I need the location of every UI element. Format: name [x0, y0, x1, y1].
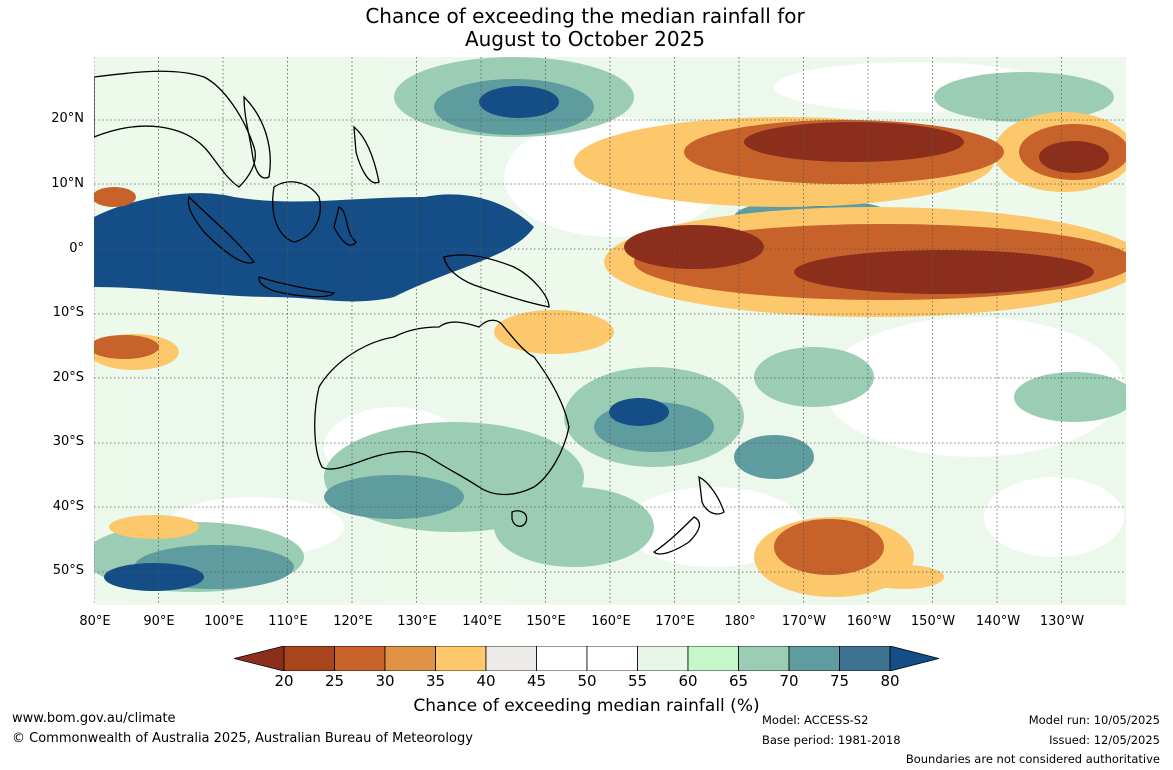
colorbar-swatch	[435, 646, 487, 671]
colorbar-tick-label: 70	[779, 672, 799, 690]
lon-label-100e: 100°E	[204, 614, 244, 629]
lon-label-130w: 130°W	[1039, 614, 1085, 629]
colorbar-tick-label: 35	[425, 672, 446, 690]
australia-outline	[314, 319, 570, 496]
colorbar-tick-label: 50	[577, 672, 597, 690]
title-line-1: Chance of exceeding the median rainfall …	[365, 4, 805, 28]
colorbar-tick-label: 75	[829, 672, 850, 690]
colorbar-tick-label: 45	[526, 672, 547, 690]
colorbar-swatch	[485, 646, 537, 671]
colorbar-tick-label: 55	[627, 672, 648, 690]
colorbar-tick-label: 80	[880, 672, 900, 690]
colorbar-swatch	[283, 646, 335, 671]
colorbar-arrow-high	[889, 646, 939, 671]
colorbar-tick-label: 60	[678, 672, 698, 690]
colorbar-swatch	[384, 646, 436, 671]
lon-label-180: 180°	[724, 614, 756, 629]
graticule	[94, 57, 1126, 605]
colorbar-swatch	[586, 646, 638, 671]
new-zealand-north-outline	[698, 475, 725, 515]
new-guinea-outline	[443, 254, 550, 308]
lat-label-20s: 20°S	[52, 370, 84, 385]
vietnam-outline	[243, 95, 271, 179]
philippines-outline	[353, 125, 380, 184]
model-text: Model: ACCESS-S2	[762, 713, 869, 727]
lon-label-80e: 80°E	[79, 614, 111, 629]
rainfall-map	[94, 57, 1126, 605]
colorbar-tick-label: 20	[274, 672, 294, 690]
new-zealand-south-outline	[652, 516, 701, 555]
borneo-outline	[272, 181, 321, 243]
lat-label-20n: 20°N	[51, 111, 84, 126]
website-link[interactable]: www.bom.gov.au/climate	[12, 711, 176, 726]
colorbar	[234, 646, 939, 671]
southeast-asia-outline	[94, 70, 256, 188]
lon-label-150w: 150°W	[910, 614, 956, 629]
colorbar-swatch	[839, 646, 891, 671]
lat-label-30s: 30°S	[52, 434, 84, 449]
lon-label-130e: 130°E	[397, 614, 437, 629]
lon-label-90e: 90°E	[143, 614, 175, 629]
sulawesi-outline	[333, 206, 357, 246]
colorbar-swatch	[687, 646, 739, 671]
tasmania-outline	[511, 510, 528, 527]
colorbar-swatch	[788, 646, 840, 671]
colorbar-swatch	[536, 646, 588, 671]
model-run-text: Model run: 10/05/2025	[1028, 713, 1160, 727]
lat-label-10n: 10°N	[51, 176, 84, 191]
lat-label-50s: 50°S	[52, 563, 84, 578]
title-line-2: August to October 2025	[464, 27, 706, 51]
lon-label-170e: 170°E	[655, 614, 695, 629]
lat-label-40s: 40°S	[52, 499, 84, 514]
lon-label-140e: 140°E	[462, 614, 502, 629]
lon-label-150e: 150°E	[526, 614, 566, 629]
colorbar-label: Chance of exceeding median rainfall (%)	[413, 696, 760, 716]
lon-label-160e: 160°E	[591, 614, 631, 629]
colorbar-swatch	[637, 646, 689, 671]
java-outline	[258, 276, 336, 298]
lon-label-120e: 120°E	[333, 614, 373, 629]
lon-label-160w: 160°W	[846, 614, 892, 629]
colorbar-tick-label: 65	[728, 672, 749, 690]
copyright-text: © Commonwealth of Australia 2025, Austra…	[12, 731, 473, 746]
lon-label-110e: 110°E	[268, 614, 308, 629]
lon-label-170w: 170°W	[781, 614, 827, 629]
base-period-text: Base period: 1981-2018	[762, 733, 901, 747]
lat-label-10s: 10°S	[52, 305, 84, 320]
lat-label-0: 0°	[69, 241, 84, 256]
lon-label-140w: 140°W	[975, 614, 1021, 629]
colorbar-tick-label: 30	[375, 672, 395, 690]
sumatra-outline	[187, 195, 256, 264]
issued-text: Issued: 12/05/2025	[1049, 733, 1160, 747]
colorbar-tick-label: 40	[476, 672, 496, 690]
disclaimer-text: Boundaries are not considered authoritat…	[905, 752, 1160, 766]
colorbar-tick-label: 25	[324, 672, 345, 690]
colorbar-swatch	[334, 646, 386, 671]
colorbar-arrow-low	[234, 646, 285, 671]
colorbar-swatch	[738, 646, 790, 671]
dry-signal-strong	[624, 122, 1109, 294]
coastlines	[94, 70, 725, 555]
wet-signal-strong	[94, 86, 844, 591]
